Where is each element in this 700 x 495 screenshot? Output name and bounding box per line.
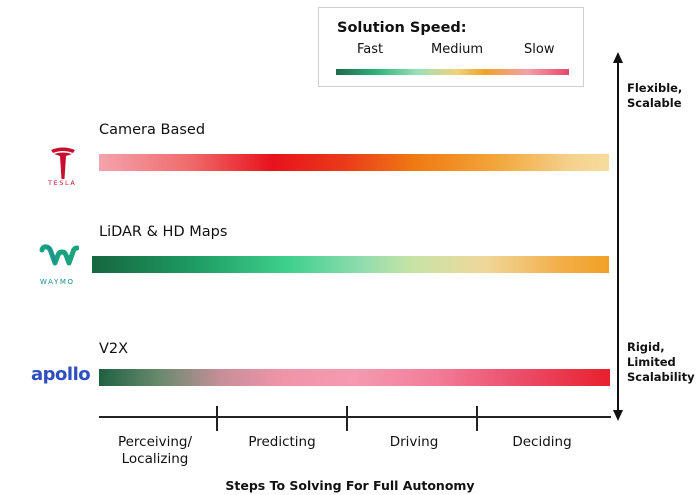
axis-tick [346,406,348,431]
step-label-predicting: Predicting [248,434,316,450]
camera-based-bar [99,154,609,171]
vertical-axis-arrows [613,52,623,421]
vertical-axis-bottom-label: Rigid, Limited Scalability [627,340,695,385]
row-label-lidar-hd-maps: LiDAR & HD Maps [99,224,228,240]
waymo-wordmark: WAYMO [40,278,75,286]
vertical-axis-line [617,62,619,410]
top-label-line1: Flexible, [627,81,683,95]
horizontal-axis-line [99,416,611,418]
lidar-hd-maps-bar [92,256,609,273]
tesla-wordmark: TESLA [48,179,77,187]
v2x-bar [99,369,610,386]
waymo-w-icon [39,244,79,266]
bottom-label-line2: Limited [627,355,676,369]
waymo-logo: WAYMO [37,244,81,290]
apollo-logo: apollo [31,364,91,385]
bottom-label-line3: Scalability [627,370,695,384]
legend-gradient-bar [336,69,569,75]
axis-tick [476,406,478,431]
solution-speed-legend: Solution Speed: Fast Medium Slow [318,7,584,87]
step-label-driving: Driving [389,434,439,450]
step-label-perceiving-line2: Localizing [121,451,189,467]
legend-fast-label: Fast [357,42,384,57]
legend-medium-label: Medium [431,42,483,57]
step-label-perceiving: Perceiving/ Localizing [103,434,207,468]
legend-slow-label: Slow [524,42,555,57]
axis-tick [216,406,218,431]
top-label-line2: Scalable [627,96,682,110]
x-axis-title: Steps To Solving For Full Autonomy [225,478,475,493]
tesla-t-icon [51,147,75,179]
step-label-deciding: Deciding [512,434,572,450]
down-arrow-icon [613,410,623,421]
row-label-v2x: V2X [99,341,129,357]
apollo-wordmark-icon: apollo [31,364,91,385]
tesla-logo: TESLA [48,146,78,190]
up-arrow-icon [613,52,623,63]
vertical-axis-top-label: Flexible, Scalable [627,81,682,111]
row-label-camera-based: Camera Based [99,122,206,138]
step-label-perceiving-line1: Perceiving/ [117,434,193,450]
bottom-label-line1: Rigid, [627,340,665,354]
legend-title: Solution Speed: [337,20,467,36]
